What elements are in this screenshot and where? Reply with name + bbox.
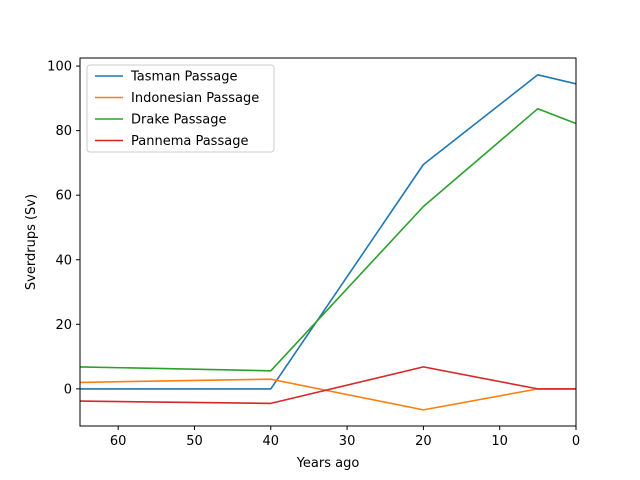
x-tick-label: 30 xyxy=(339,434,356,449)
x-axis-label: Years ago xyxy=(296,456,360,471)
y-tick-label: 100 xyxy=(47,60,72,75)
y-tick-label: 0 xyxy=(64,382,72,397)
y-axis-label: Sverdrups (Sv) xyxy=(24,194,39,290)
legend: Tasman Passage Indonesian Passage Drake Pa… xyxy=(86,64,275,153)
series-line-3 xyxy=(80,366,576,405)
x-tick-label: 50 xyxy=(186,434,203,449)
legend-label-1: Indonesian Passage xyxy=(131,91,259,106)
series-line-2 xyxy=(80,107,576,372)
x-tick-label: 0 xyxy=(572,434,580,449)
y-tick-label: 20 xyxy=(55,318,72,333)
legend-label-3: Pannema Passage xyxy=(131,134,248,149)
plot-frame xyxy=(79,57,577,427)
x-tick-label: 60 xyxy=(110,434,127,449)
series-line-0 xyxy=(80,74,576,390)
y-tick-label: 40 xyxy=(55,253,72,268)
legend-box xyxy=(86,64,275,153)
x-tick-label: 20 xyxy=(415,434,432,449)
series-layer xyxy=(80,74,576,411)
y-tick-label: 60 xyxy=(55,189,72,204)
y-tick-label: 80 xyxy=(55,124,72,139)
x-tick-label: 10 xyxy=(491,434,508,449)
legend-label-0: Tasman Passage xyxy=(130,70,238,85)
legend-label-2: Drake Passage xyxy=(131,113,227,128)
x-tick-label: 40 xyxy=(262,434,279,449)
